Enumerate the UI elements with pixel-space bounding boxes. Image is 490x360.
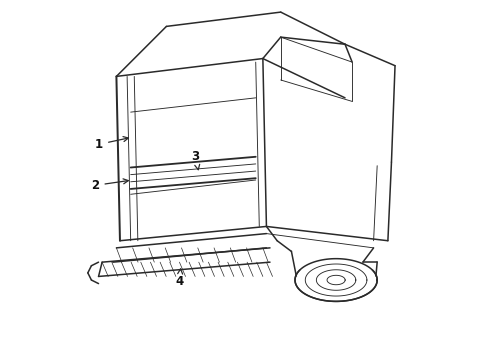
Text: 1: 1 bbox=[95, 136, 128, 151]
Text: 2: 2 bbox=[92, 179, 128, 192]
Text: 3: 3 bbox=[192, 150, 199, 170]
Text: 4: 4 bbox=[175, 269, 184, 288]
